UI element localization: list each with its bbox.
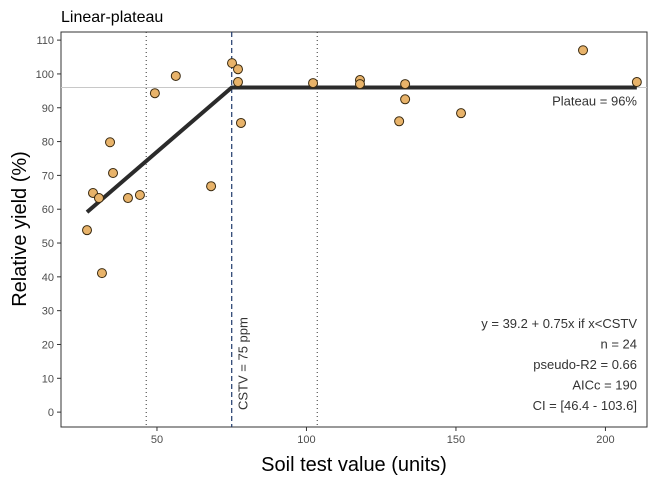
y-tick-label: 0 — [48, 407, 54, 419]
stats-line: AICc = 190 — [572, 378, 637, 393]
data-point — [82, 225, 93, 236]
data-point — [93, 193, 104, 204]
data-point — [400, 94, 411, 105]
x-tick-label: 150 — [447, 434, 465, 446]
y-tick-label: 100 — [36, 69, 54, 81]
x-tick-label: 200 — [596, 434, 614, 446]
stats-line: CI = [46.4 - 103.6] — [533, 398, 637, 413]
data-point — [232, 77, 243, 88]
y-tick-label: 110 — [36, 35, 54, 47]
y-tick-label: 80 — [42, 137, 54, 149]
data-point — [227, 58, 238, 69]
y-tick-label: 90 — [42, 103, 54, 115]
chart-title: Linear-plateau — [61, 9, 163, 26]
x-tick-label: 100 — [297, 434, 315, 446]
y-tick-label: 20 — [42, 339, 54, 351]
data-point — [354, 79, 365, 90]
data-point — [308, 78, 319, 89]
data-point — [108, 168, 119, 179]
y-axis-label: Relative yield (%) — [9, 151, 31, 307]
fit-line — [85, 85, 637, 214]
data-point — [96, 268, 107, 279]
data-point — [170, 70, 181, 81]
data-point — [456, 108, 467, 119]
data-point — [149, 88, 160, 99]
data-point — [206, 181, 217, 192]
data-point — [394, 116, 405, 127]
plot-panel — [60, 31, 648, 428]
data-point — [235, 117, 246, 128]
y-tick-label: 60 — [42, 204, 54, 216]
stats-line: y = 39.2 + 0.75x if x<CSTV — [481, 316, 637, 331]
data-point — [400, 79, 411, 90]
data-point — [232, 64, 243, 75]
data-point — [134, 190, 145, 201]
y-tick-label: 30 — [42, 306, 54, 318]
stats-line: pseudo-R2 = 0.66 — [533, 357, 637, 372]
plateau-label: Plateau = 96% — [552, 93, 637, 108]
data-point — [578, 45, 589, 56]
stats-line: n = 24 — [600, 337, 637, 352]
y-tick-label: 40 — [42, 272, 54, 284]
x-tick-label: 50 — [151, 434, 163, 446]
y-tick-label: 10 — [42, 373, 54, 385]
y-tick-label: 50 — [42, 238, 54, 250]
data-point — [122, 193, 133, 204]
data-point — [631, 77, 642, 88]
data-point — [105, 137, 116, 148]
x-axis-label: Soil test value (units) — [261, 454, 447, 476]
cstv-label: CSTV = 75 ppm — [236, 317, 251, 410]
y-tick-label: 70 — [42, 170, 54, 182]
